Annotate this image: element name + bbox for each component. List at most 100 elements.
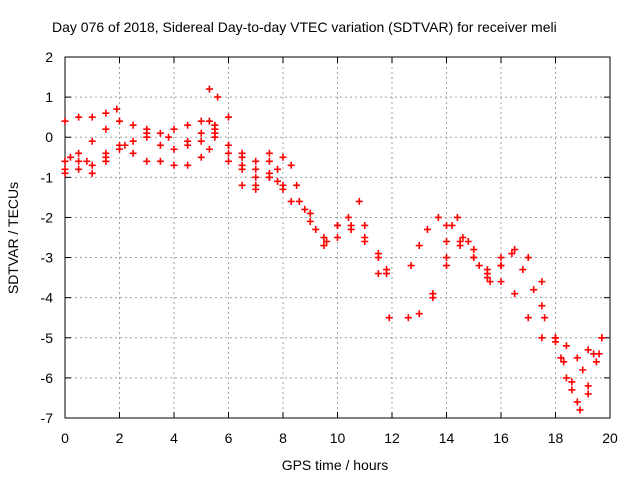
- y-tick-label: -2: [41, 209, 54, 225]
- y-tick-label: 0: [45, 129, 53, 145]
- y-tick-label: -5: [41, 330, 54, 346]
- data-point: [61, 117, 69, 125]
- series-track-9: [295, 197, 391, 278]
- chart-title: Day 076 of 2018, Sidereal Day-to-day VTE…: [52, 19, 557, 35]
- data-point: [355, 197, 363, 205]
- data-point: [197, 117, 205, 125]
- data-point: [287, 197, 295, 205]
- data-point: [497, 254, 505, 262]
- series-track-15: [448, 221, 546, 310]
- data-point: [225, 113, 232, 121]
- data-point: [497, 278, 505, 286]
- data-point: [88, 137, 96, 145]
- data-point: [470, 254, 478, 262]
- data-point: [102, 125, 110, 133]
- series-track-2: [61, 117, 295, 169]
- data-point: [102, 149, 110, 157]
- data-point: [443, 262, 450, 270]
- data-point: [552, 334, 559, 342]
- data-point: [568, 386, 576, 394]
- data-point: [295, 197, 303, 205]
- data-point: [197, 137, 205, 145]
- data-point: [75, 165, 83, 173]
- data-point: [116, 145, 123, 153]
- data-point: [170, 161, 178, 169]
- data-point: [434, 213, 442, 221]
- data-point: [407, 262, 415, 270]
- data-point: [156, 157, 164, 165]
- y-axis: -7 -6 -5 -4 -3 -2 -1 0 1 2: [41, 49, 610, 426]
- x-tick-label: 0: [61, 430, 69, 446]
- data-point: [102, 157, 110, 165]
- data-point: [344, 213, 352, 221]
- y-tick-label: -4: [41, 290, 54, 306]
- data-point: [568, 378, 576, 386]
- y-tick-label: -3: [41, 250, 54, 266]
- data-point: [320, 234, 328, 241]
- data-point: [252, 173, 260, 181]
- data-point: [511, 290, 519, 298]
- data-point: [562, 374, 570, 382]
- data-point: [205, 117, 213, 125]
- data-point: [538, 302, 546, 310]
- data-point: [385, 314, 393, 322]
- data-point: [429, 294, 437, 302]
- data-point: [129, 149, 137, 157]
- x-tick-label: 20: [602, 430, 618, 446]
- data-point: [287, 161, 295, 169]
- data-point: [211, 133, 219, 141]
- data-point: [75, 149, 83, 157]
- data-point: [312, 225, 320, 233]
- data-point: [197, 129, 205, 137]
- data-point: [475, 262, 483, 270]
- data-point: [225, 141, 232, 149]
- data-point: [197, 153, 205, 161]
- data-point: [238, 181, 246, 189]
- data-point: [404, 314, 412, 322]
- data-point: [459, 234, 467, 241]
- data-point: [448, 221, 456, 229]
- data-point: [165, 133, 173, 141]
- data-point: [83, 157, 91, 165]
- data-point: [265, 149, 273, 157]
- data-point: [486, 278, 494, 286]
- data-point: [205, 85, 213, 93]
- data-point: [274, 165, 282, 173]
- data-point: [524, 254, 532, 262]
- data-point: [225, 149, 232, 157]
- data-point: [293, 181, 301, 189]
- data-point: [238, 149, 246, 157]
- series-track-5: [66, 129, 295, 205]
- data-point: [102, 109, 110, 117]
- y-axis-label: SDTVAR / TECUs: [5, 182, 21, 294]
- data-point: [170, 145, 178, 153]
- data-point: [374, 270, 382, 278]
- data-point: [252, 165, 260, 173]
- x-tick-label: 14: [439, 430, 455, 446]
- x-axis-label: GPS time / hours: [282, 457, 389, 473]
- data-point: [562, 342, 570, 350]
- data-point: [538, 278, 546, 286]
- series-track-14: [443, 213, 549, 322]
- data-point: [113, 105, 121, 113]
- data-point: [557, 354, 565, 362]
- data-point: [184, 121, 192, 129]
- data-point: [252, 181, 260, 189]
- x-tick-label: 10: [330, 430, 346, 446]
- data-point: [116, 117, 123, 125]
- data-point: [334, 221, 341, 229]
- data-point: [238, 165, 246, 173]
- data-point: [464, 238, 472, 246]
- data-point: [598, 334, 606, 342]
- y-tick-label: 1: [45, 89, 53, 105]
- data-point: [75, 157, 83, 165]
- data-point: [306, 209, 314, 217]
- data-point: [143, 129, 151, 137]
- series-track-18: [557, 334, 606, 386]
- series-track-7: [211, 133, 287, 193]
- series-track-11: [407, 213, 450, 270]
- series-track-6: [205, 85, 282, 185]
- data-point: [443, 238, 450, 246]
- data-point: [121, 141, 129, 149]
